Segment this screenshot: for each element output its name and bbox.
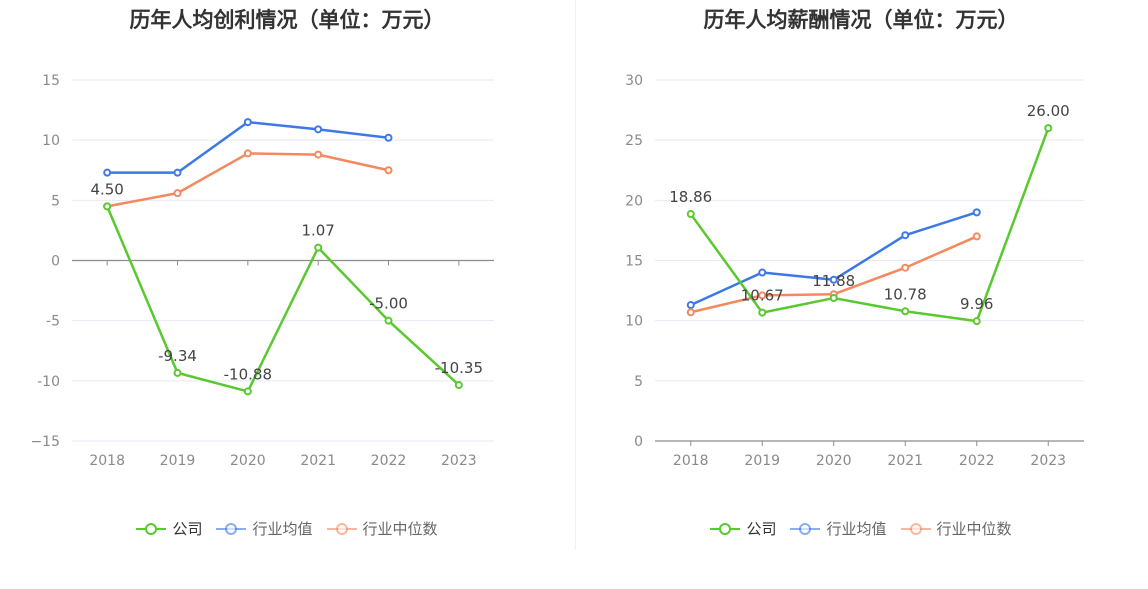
legend-swatch-icon xyxy=(136,522,167,536)
chart-title: 历年人均薪酬情况（单位：万元） xyxy=(703,8,1019,32)
data-point xyxy=(103,168,112,177)
chart-title: 历年人均创利情况（单位：万元） xyxy=(129,8,445,32)
data-point xyxy=(384,316,393,325)
y-tick-label: -5 xyxy=(46,314,60,330)
data-point xyxy=(901,263,910,272)
panel-divider xyxy=(575,0,576,550)
salary-line-chart: 30 25 20 15 10 5 0 2018 2019 2020 2021 2022 2023 18.8… xyxy=(625,73,1084,469)
legend-item[interactable]: 公司 xyxy=(136,518,202,539)
data-point xyxy=(758,268,767,277)
data-point xyxy=(454,381,463,390)
data-point xyxy=(758,291,767,300)
x-tick-label: 2018 xyxy=(673,453,709,469)
data-point xyxy=(384,133,393,142)
y-tick-label: 0 xyxy=(634,434,643,450)
data-point xyxy=(243,118,252,127)
data-point xyxy=(686,301,695,310)
legend-label: 行业中位数 xyxy=(936,520,1012,538)
y-tick-label: 25 xyxy=(625,133,643,149)
data-point xyxy=(314,125,323,134)
series-line-0 xyxy=(106,205,460,393)
data-label: 10.67 xyxy=(741,287,784,305)
data-point xyxy=(686,210,695,219)
data-point xyxy=(173,168,182,177)
data-label: -5.00 xyxy=(369,295,408,313)
y-tick-label: 10 xyxy=(625,314,643,330)
y-tick-label: 30 xyxy=(625,73,643,89)
data-point xyxy=(173,368,182,377)
data-label: 11.88 xyxy=(812,272,855,290)
x-tick-label: 2020 xyxy=(230,453,266,469)
x-tick-label: 2023 xyxy=(1030,453,1066,469)
legend-item[interactable]: 公司 xyxy=(710,518,776,539)
legend-item[interactable]: 行业均值 xyxy=(790,518,887,539)
data-label: -10.88 xyxy=(224,365,272,383)
x-tick-label: 2019 xyxy=(160,453,196,469)
data-point xyxy=(972,317,981,326)
data-point xyxy=(243,387,252,396)
legend-swatch-icon xyxy=(216,522,247,536)
y-tick-label: 0 xyxy=(51,254,60,270)
data-label: 18.86 xyxy=(669,188,712,206)
profit-chart-panel: 历年人均创利情况（单位：万元） 15 10 5 0 -5 -10 −15 2018 2019 20… xyxy=(0,8,574,539)
y-tick-label: 15 xyxy=(625,254,643,270)
legend-label: 公司 xyxy=(172,520,203,538)
legend-item[interactable]: 行业均值 xyxy=(216,518,313,539)
legend-label: 行业均值 xyxy=(826,520,887,538)
data-label: 9.96 xyxy=(960,295,993,313)
legend-swatch-icon xyxy=(326,522,357,536)
y-tick-label: −15 xyxy=(30,434,60,450)
data-point xyxy=(314,150,323,159)
data-label: 1.07 xyxy=(301,222,334,240)
x-tick-label: 2021 xyxy=(300,453,336,469)
legend-item[interactable]: 行业中位数 xyxy=(900,518,1012,539)
chart-legend: 公司 行业均值 行业中位数 xyxy=(574,518,1148,539)
data-point xyxy=(314,243,323,252)
y-tick-label: 5 xyxy=(51,193,60,209)
legend-item[interactable]: 行业中位数 xyxy=(326,518,438,539)
profit-line-chart: 15 10 5 0 -5 -10 −15 2018 2019 2020 2021 2022 2023 4.… xyxy=(30,73,494,469)
data-point xyxy=(972,232,981,241)
data-point xyxy=(103,202,112,211)
legend-swatch-icon xyxy=(710,522,741,536)
data-label: -9.34 xyxy=(158,347,197,365)
chart-legend: 公司 行业均值 行业中位数 xyxy=(0,518,574,539)
y-tick-label: 10 xyxy=(42,133,60,149)
y-tick-label: 15 xyxy=(42,73,60,89)
legend-label: 行业均值 xyxy=(252,520,313,538)
series-line-1 xyxy=(107,120,389,174)
data-point xyxy=(173,189,182,198)
series-line-2 xyxy=(106,152,389,208)
data-point xyxy=(384,166,393,175)
data-label: -10.35 xyxy=(435,359,483,377)
x-tick-label: 2020 xyxy=(816,453,852,469)
y-tick-label: 20 xyxy=(625,193,643,209)
y-tick-label: 5 xyxy=(634,374,643,390)
data-label: 10.78 xyxy=(884,285,927,303)
x-tick-label: 2022 xyxy=(371,453,407,469)
x-tick-label: 2023 xyxy=(441,453,477,469)
data-label: 4.50 xyxy=(90,180,123,198)
legend-label: 公司 xyxy=(746,520,777,538)
data-point xyxy=(829,275,838,284)
x-tick-label: 2021 xyxy=(887,453,923,469)
data-point xyxy=(686,308,695,317)
data-point xyxy=(901,307,910,316)
data-point xyxy=(243,149,252,158)
x-tick-label: 2019 xyxy=(744,453,780,469)
y-tick-label: -10 xyxy=(37,374,60,390)
data-point xyxy=(1044,124,1053,133)
x-tick-label: 2022 xyxy=(959,453,995,469)
x-tick-label: 2018 xyxy=(89,453,125,469)
data-point xyxy=(972,208,981,217)
series-line-0 xyxy=(689,127,1050,323)
legend-swatch-icon xyxy=(790,522,821,536)
salary-chart-panel: 历年人均薪酬情况（单位：万元） 30 25 20 15 10 5 0 2018 2019 2020… xyxy=(574,0,1148,589)
legend-label: 行业中位数 xyxy=(362,520,438,538)
data-point xyxy=(758,308,767,317)
legend-swatch-icon xyxy=(900,522,931,536)
data-label: 26.00 xyxy=(1027,102,1070,120)
data-point xyxy=(901,231,910,240)
data-point xyxy=(829,294,838,303)
